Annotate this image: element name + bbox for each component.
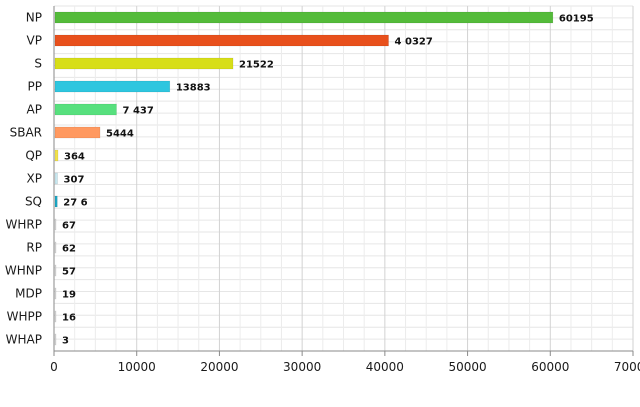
- category-label-whnp: WHNP: [5, 264, 42, 278]
- x-tick-label: 20000: [200, 360, 238, 374]
- x-tick-label: 10000: [118, 360, 156, 374]
- bar-whap: [54, 333, 57, 346]
- value-label-sq: 27 6: [63, 198, 87, 209]
- value-label-whap: 3: [62, 336, 69, 347]
- x-tick-label: 60000: [531, 360, 569, 374]
- value-label-whpp: 16: [62, 313, 76, 324]
- value-label-whnp: 57: [62, 267, 76, 278]
- bar-qp: [54, 149, 59, 162]
- bar-whrp: [54, 218, 57, 231]
- bar-ap: [54, 103, 117, 116]
- category-label-xp: XP: [27, 172, 42, 186]
- bar-np: [54, 11, 554, 24]
- value-label-vp: 4 0327: [395, 37, 433, 48]
- bar-sbar: [54, 126, 101, 139]
- value-label-qp: 364: [64, 152, 85, 163]
- value-label-s: 21522: [239, 60, 274, 71]
- category-label-ap: AP: [27, 103, 42, 117]
- x-tick-label: 50000: [448, 360, 486, 374]
- value-label-xp: 307: [64, 175, 85, 186]
- bar-vp: [54, 34, 389, 47]
- value-label-whrp: 67: [62, 221, 76, 232]
- category-label-whrp: WHRP: [6, 218, 42, 232]
- bar-whpp: [54, 310, 57, 323]
- category-label-mdp: MDP: [15, 287, 42, 301]
- bar-s: [54, 57, 234, 70]
- x-tick-label: 30000: [283, 360, 321, 374]
- bar-pp: [54, 80, 171, 93]
- value-label-np: 60195: [559, 14, 594, 25]
- value-label-rp: 62: [62, 244, 76, 255]
- category-label-s: S: [34, 57, 42, 71]
- value-label-pp: 13883: [176, 83, 211, 94]
- x-tick-label: 0: [50, 360, 58, 374]
- category-label-pp: PP: [28, 80, 42, 94]
- x-tick-label: 70000: [614, 360, 640, 374]
- category-label-whpp: WHPP: [7, 310, 42, 324]
- bar-rp: [54, 241, 57, 254]
- category-label-sbar: SBAR: [10, 126, 42, 140]
- category-label-sq: SQ: [25, 195, 42, 209]
- bar-xp: [54, 172, 58, 185]
- category-label-np: NP: [26, 11, 42, 25]
- x-tick-label: 40000: [366, 360, 404, 374]
- category-label-vp: VP: [27, 34, 42, 48]
- category-label-rp: RP: [26, 241, 42, 255]
- bar-whnp: [54, 264, 57, 277]
- bar-mdp: [54, 287, 57, 300]
- value-label-mdp: 19: [62, 290, 76, 301]
- category-label-qp: QP: [25, 149, 42, 163]
- bar-sq: [54, 195, 58, 208]
- value-label-ap: 7 437: [123, 106, 154, 117]
- category-label-whap: WHAP: [6, 333, 42, 347]
- value-label-sbar: 5444: [106, 129, 134, 140]
